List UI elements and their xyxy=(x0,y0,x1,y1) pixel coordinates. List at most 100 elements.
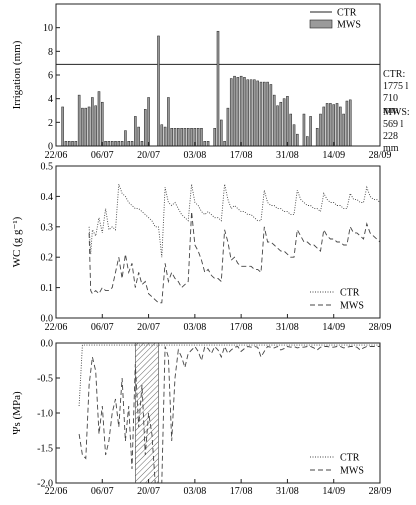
x-tick-label: 31/08 xyxy=(276,322,299,333)
mws-bar xyxy=(167,97,170,147)
x-tick-label: 03/08 xyxy=(183,322,206,333)
mws-bar xyxy=(200,128,203,147)
y-tick-label: 10 xyxy=(43,23,53,34)
mws-bar xyxy=(147,97,150,147)
mws-bar xyxy=(322,106,326,147)
mws-bar xyxy=(206,141,210,147)
x-tick-label: 22/06 xyxy=(45,150,68,161)
mws-bar xyxy=(140,141,144,147)
mws-bar xyxy=(81,107,84,147)
irrigation-panel: 0 2 4 6 8 10 22/06 06/07 20/07 03/08 17/08 31/08 14/… xyxy=(11,3,392,161)
mws-bar xyxy=(305,136,309,147)
mws-bar xyxy=(196,128,200,147)
ctr-label: CTR: xyxy=(383,69,406,80)
mws-bar xyxy=(190,128,193,147)
mws-bar xyxy=(110,141,114,147)
mws-bar xyxy=(332,104,335,147)
y-tick-label: 0.0 xyxy=(41,339,54,350)
mws-bar xyxy=(229,78,233,147)
legend-label-ctr: CTR xyxy=(337,8,357,19)
y-tick-label: 2 xyxy=(48,118,53,129)
x-tick-label: 28/09 xyxy=(369,486,392,497)
y-tick-label: 0.4 xyxy=(41,192,54,203)
x-tick-label: 14/09 xyxy=(322,322,345,333)
y-axis-label: Ψs (MPa) xyxy=(11,391,23,435)
x-tick-label: 22/06 xyxy=(45,486,68,497)
y-tick-label: 0.3 xyxy=(41,222,54,233)
mws-bar xyxy=(94,105,97,147)
mws-bar xyxy=(243,77,246,147)
mws-bar xyxy=(163,126,167,147)
mws-series-line xyxy=(88,211,381,304)
x-tick-label: 17/08 xyxy=(230,150,253,161)
x-tick-label: 31/08 xyxy=(276,486,299,497)
mws-bar xyxy=(71,141,74,147)
x-tick-label: 17/08 xyxy=(230,486,253,497)
y-tick-label: 4 xyxy=(48,94,53,105)
mws-bar xyxy=(177,128,180,147)
mws-bar xyxy=(130,141,134,147)
mws-bar xyxy=(342,113,345,147)
x-tick-label: 14/09 xyxy=(322,150,345,161)
water-content-panel: 0.0 0.1 0.2 0.3 0.4 0.5 22/06 06/07 20/07 03/08 17… xyxy=(11,162,391,334)
mws-bar xyxy=(319,113,322,147)
ctr-total-annotation: CTR: 1775 l 710 mm xyxy=(383,69,416,117)
legend-label-mws: MWS xyxy=(340,466,364,477)
y-axis-label: WC (g g⁻¹) xyxy=(11,216,23,267)
x-tick-label: 31/08 xyxy=(276,150,299,161)
mws-bar xyxy=(345,100,349,147)
mws-bar xyxy=(329,103,332,147)
mws-bar xyxy=(104,141,107,147)
mws-bar xyxy=(87,106,91,147)
ctr-depth: 710 mm xyxy=(383,93,399,116)
mws-bar xyxy=(107,141,111,147)
legend-label-ctr: CTR xyxy=(340,288,360,299)
mws-bar xyxy=(309,116,312,147)
mws-bar xyxy=(249,79,253,147)
mws-bar xyxy=(339,106,342,147)
x-tick-label: 28/09 xyxy=(369,322,392,333)
x-tick-label: 06/07 xyxy=(91,486,114,497)
mws-bar xyxy=(74,141,78,147)
mws-bar xyxy=(203,141,207,147)
mws-bar xyxy=(186,128,190,147)
mws-bar xyxy=(256,80,259,147)
plot-frame xyxy=(55,342,381,484)
mws-bar xyxy=(114,141,117,147)
mws-bar xyxy=(279,101,283,147)
legend-label-mws: MWS xyxy=(337,20,361,31)
mws-bar xyxy=(233,75,236,147)
legend-swatch-mws xyxy=(309,19,333,29)
mws-bar xyxy=(77,94,81,147)
x-tick-label: 20/07 xyxy=(137,322,160,333)
mws-bar xyxy=(97,91,101,147)
x-tick-label: 28/09 xyxy=(369,150,392,161)
mws-bar xyxy=(91,97,94,147)
hatched-region xyxy=(135,342,159,484)
mws-label: MWS: xyxy=(383,107,410,118)
plot-frame xyxy=(55,165,381,319)
mws-bar xyxy=(302,113,306,147)
y-tick-label: -1.0 xyxy=(37,409,53,420)
mws-bar xyxy=(223,141,226,147)
mws-bar xyxy=(259,81,263,147)
mws-bar xyxy=(292,124,296,147)
mws-bar xyxy=(120,141,124,147)
mws-depth: 228 mm xyxy=(383,131,399,154)
mws-bar xyxy=(276,105,279,147)
mws-bar xyxy=(170,128,173,147)
mws-bar xyxy=(220,119,223,147)
x-tick-label: 20/07 xyxy=(137,486,160,497)
x-tick-label: 17/08 xyxy=(230,322,253,333)
mws-bar xyxy=(173,128,177,147)
solute-potential-panel: -2.0 -1.5 -1.0 -0.5 0.0 22/06 06/07 20/07 03/08 1… xyxy=(11,339,391,498)
y-tick-label: -0.5 xyxy=(37,374,53,385)
x-tick-label: 03/08 xyxy=(183,150,206,161)
mws-volume: 569 l xyxy=(383,119,404,130)
x-tick-label: 22/06 xyxy=(45,322,68,333)
mws-bar xyxy=(157,35,160,147)
mws-bar xyxy=(325,103,329,147)
legend-label-mws: MWS xyxy=(340,301,364,312)
